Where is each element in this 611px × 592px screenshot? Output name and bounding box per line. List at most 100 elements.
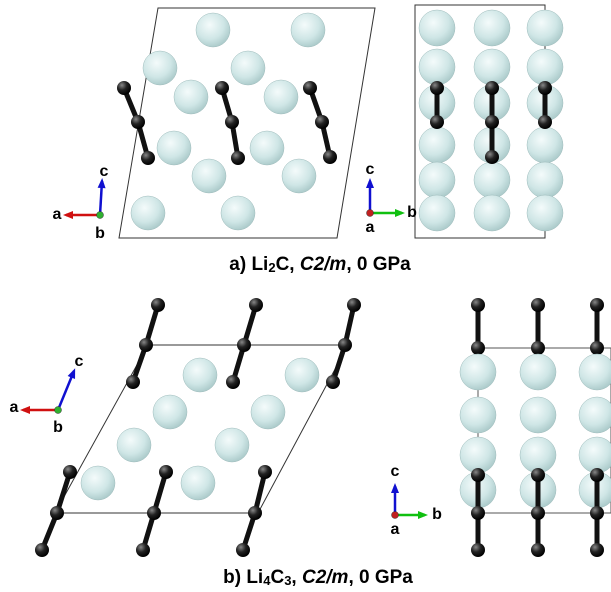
li-atom bbox=[419, 162, 455, 198]
axis-label: a bbox=[391, 521, 400, 538]
c-atom bbox=[471, 468, 485, 482]
c-atom bbox=[237, 338, 251, 352]
c-atom bbox=[485, 81, 499, 95]
li-atom bbox=[474, 10, 510, 46]
c-atom bbox=[471, 298, 485, 312]
li-atom bbox=[285, 358, 319, 392]
c-atom bbox=[63, 465, 77, 479]
axis-label: c bbox=[391, 463, 400, 480]
li-atom bbox=[282, 159, 316, 193]
li-atom bbox=[419, 195, 455, 231]
axis-arrowhead bbox=[391, 483, 399, 493]
li-atom bbox=[419, 10, 455, 46]
li-atom bbox=[419, 127, 455, 163]
c-atom bbox=[225, 115, 239, 129]
li-atom bbox=[291, 13, 325, 47]
axis-arrowhead bbox=[20, 406, 30, 414]
c-atom bbox=[136, 543, 150, 557]
c-atom bbox=[236, 543, 250, 557]
li-atom bbox=[527, 195, 563, 231]
li-atom bbox=[520, 437, 556, 473]
c-atom bbox=[538, 115, 552, 129]
c-atom bbox=[531, 298, 545, 312]
c-atom bbox=[249, 298, 263, 312]
axis-origin bbox=[392, 512, 399, 519]
li-atom bbox=[181, 466, 215, 500]
li-atom bbox=[196, 13, 230, 47]
c-atom bbox=[471, 506, 485, 520]
li-atom bbox=[153, 395, 187, 429]
axis-origin bbox=[367, 210, 374, 217]
axis-arrowhead bbox=[418, 511, 428, 519]
c-atom bbox=[231, 151, 245, 165]
li-atom bbox=[81, 466, 115, 500]
li-atom bbox=[143, 51, 177, 85]
li-atom bbox=[527, 49, 563, 85]
c-atom bbox=[531, 468, 545, 482]
axis-label: c bbox=[366, 161, 375, 178]
li-atom bbox=[419, 49, 455, 85]
caption-part: C, bbox=[276, 254, 300, 275]
c-atom bbox=[471, 341, 485, 355]
li-atom bbox=[251, 395, 285, 429]
axis-origin bbox=[55, 407, 62, 414]
li-atom bbox=[527, 127, 563, 163]
caption-part: C bbox=[270, 567, 284, 588]
li-atom bbox=[527, 162, 563, 198]
c-atom bbox=[531, 341, 545, 355]
c-atom bbox=[117, 81, 131, 95]
axis-label: a bbox=[53, 206, 62, 223]
caption: a) Li2C, C2/m, 0 GPa bbox=[229, 254, 411, 275]
li-atom bbox=[474, 195, 510, 231]
caption-part: C2/m bbox=[302, 567, 349, 588]
axis-arrowhead bbox=[395, 209, 405, 217]
li-atom bbox=[527, 10, 563, 46]
caption: b) Li4C3, C2/m, 0 GPa bbox=[223, 567, 413, 588]
c-atom bbox=[151, 298, 165, 312]
c-atom bbox=[531, 543, 545, 557]
c-atom bbox=[430, 81, 444, 95]
caption-part: 3 bbox=[284, 573, 291, 588]
axis-label: a bbox=[10, 399, 19, 416]
li-atom bbox=[474, 162, 510, 198]
li-atom bbox=[131, 196, 165, 230]
c-atom bbox=[538, 81, 552, 95]
li-atom bbox=[579, 354, 611, 390]
c-atom bbox=[347, 298, 361, 312]
c-atom bbox=[139, 338, 153, 352]
c-atom bbox=[248, 506, 262, 520]
caption-part: b) Li bbox=[223, 567, 263, 588]
li-atom bbox=[460, 437, 496, 473]
li-atom bbox=[460, 354, 496, 390]
li-atom bbox=[250, 131, 284, 165]
axis-arrowhead bbox=[63, 211, 73, 219]
caption-part: , 0 GPa bbox=[348, 567, 413, 588]
c-atom bbox=[258, 465, 272, 479]
li-atom bbox=[221, 196, 255, 230]
c-atom bbox=[590, 341, 604, 355]
c-atom bbox=[485, 115, 499, 129]
c-atom bbox=[303, 81, 317, 95]
c-atom bbox=[131, 115, 145, 129]
c-atom bbox=[323, 150, 337, 164]
axis-arrowhead bbox=[366, 178, 374, 188]
c-atom bbox=[159, 465, 173, 479]
axis-label: c bbox=[100, 163, 109, 180]
axis-label: b bbox=[53, 419, 63, 436]
c-atom bbox=[126, 375, 140, 389]
c-atom bbox=[315, 115, 329, 129]
c-atom bbox=[531, 506, 545, 520]
caption-part: , bbox=[291, 567, 302, 588]
li-atom bbox=[264, 80, 298, 114]
li-atom bbox=[579, 397, 611, 433]
li-atom bbox=[174, 80, 208, 114]
c-atom bbox=[471, 543, 485, 557]
caption-part: , 0 GPa bbox=[346, 254, 411, 275]
axis-label: b bbox=[95, 225, 105, 242]
c-atom bbox=[485, 150, 499, 164]
c-atom bbox=[590, 543, 604, 557]
li-atom bbox=[460, 397, 496, 433]
axis-label: b bbox=[407, 204, 417, 221]
c-atom bbox=[326, 375, 340, 389]
li-atom bbox=[215, 428, 249, 462]
